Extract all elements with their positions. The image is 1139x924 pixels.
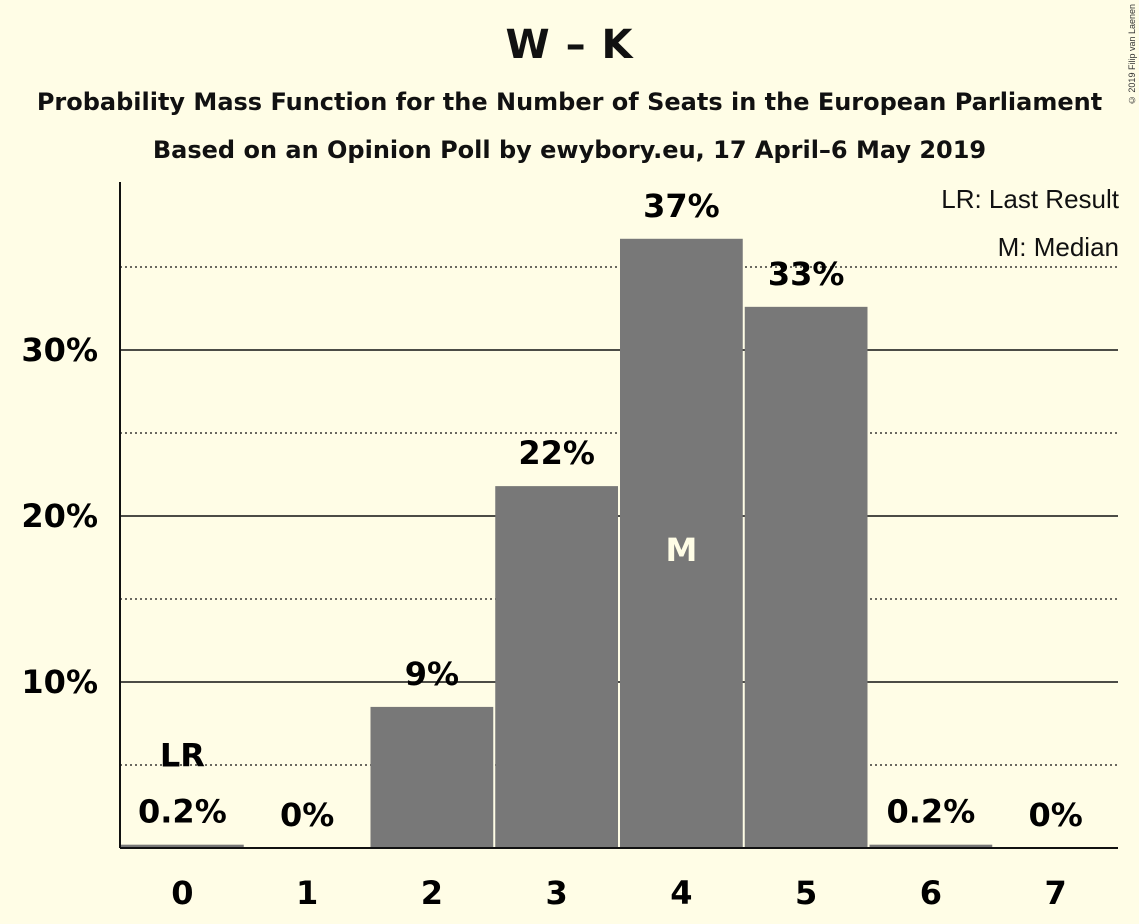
chart-subtitle: Probability Mass Function for the Number…: [36, 88, 1103, 116]
legend-last-result: LR: Last Result: [941, 184, 1119, 214]
chart-title: W – K: [505, 22, 634, 68]
median-marker: M: [665, 531, 697, 569]
data-label: 22%: [518, 434, 595, 472]
data-label: 37%: [643, 187, 720, 225]
last-result-marker: LR: [160, 737, 205, 775]
legend-median: M: Median: [997, 232, 1119, 262]
x-tick-label: 5: [795, 874, 817, 912]
bar-5: [744, 306, 868, 849]
x-tick-label: 2: [421, 874, 443, 912]
bar-4: [620, 238, 743, 848]
x-tick-label: 1: [296, 874, 318, 912]
x-tick-label: 3: [545, 874, 567, 912]
data-label: 0%: [280, 796, 334, 834]
x-tick-label: 7: [1044, 874, 1066, 912]
chart-source: Based on an Opinion Poll by ewybory.eu, …: [152, 136, 987, 164]
bar-3: [495, 486, 618, 848]
x-tick-label: 4: [670, 874, 692, 912]
bar-6: [869, 844, 993, 848]
x-tick-label: 0: [171, 874, 193, 912]
y-tick-label: 30%: [21, 331, 98, 369]
data-label: 0%: [1028, 796, 1082, 834]
x-tick-label: 6: [920, 874, 942, 912]
y-tick-label: 20%: [21, 497, 98, 535]
y-tick-label: 10%: [21, 663, 98, 701]
data-label: 9%: [405, 655, 459, 693]
bar-2: [370, 706, 494, 848]
data-label: 33%: [768, 255, 845, 293]
data-label: 0.2%: [887, 793, 976, 831]
data-label: 0.2%: [138, 793, 227, 831]
bar-0: [121, 844, 244, 848]
